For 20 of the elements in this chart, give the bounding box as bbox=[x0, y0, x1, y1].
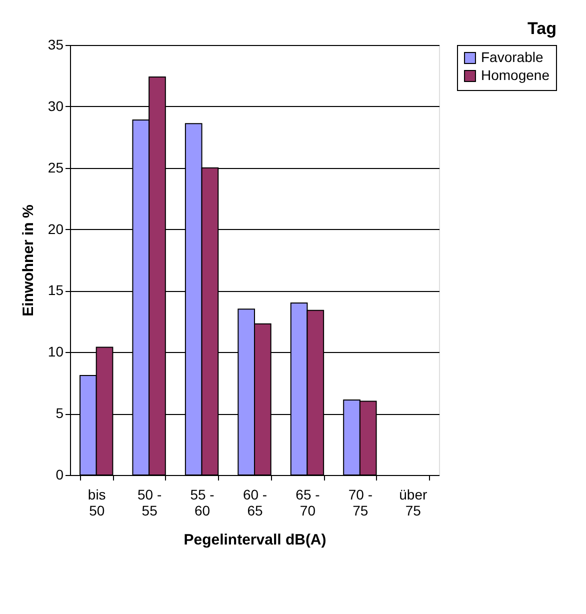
y-tick-label: 0 bbox=[56, 466, 64, 482]
x-tick-label: bis 50 bbox=[88, 486, 106, 518]
legend-label: Favorable bbox=[481, 49, 544, 65]
x-axis-title: Pegelintervall dB(A) bbox=[184, 532, 326, 548]
y-tick-label: 35 bbox=[48, 36, 64, 52]
legend-label: Homogene bbox=[481, 67, 550, 83]
x-tick-label: 65 - 70 bbox=[296, 486, 320, 518]
x-tick-label: 55 - 60 bbox=[190, 486, 215, 518]
y-tick-label: 15 bbox=[48, 282, 64, 298]
y-tick-label: 5 bbox=[56, 405, 64, 422]
y-tick-label: 25 bbox=[48, 159, 64, 176]
y-axis-title: Einwohner in % bbox=[20, 204, 37, 316]
x-tick-label: über 75 bbox=[399, 486, 428, 518]
y-tick-label: 20 bbox=[48, 220, 64, 237]
x-tick-label: 70 - 75 bbox=[348, 486, 373, 518]
text: Tag bbox=[528, 19, 556, 38]
x-tick-label: 50 - 55 bbox=[138, 486, 162, 518]
y-tick-label: 30 bbox=[48, 98, 64, 114]
y-tick-label: 10 bbox=[48, 344, 64, 360]
x-tick-label: 60 - 65 bbox=[242, 486, 268, 518]
